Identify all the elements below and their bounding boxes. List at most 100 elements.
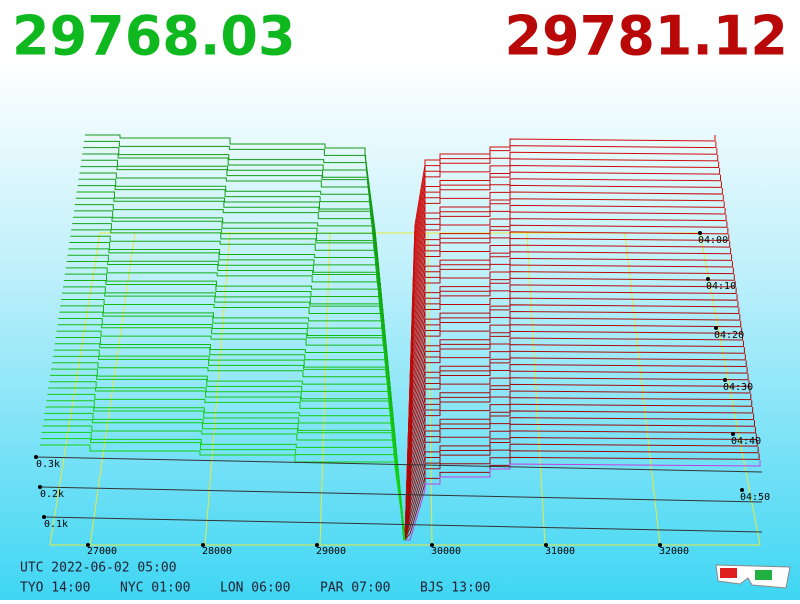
bid-depth-line (40, 438, 405, 541)
axis-dot (706, 277, 710, 281)
time-tick-label: 04:00 (698, 235, 728, 246)
zone-time: NYC 01:00 (120, 581, 190, 596)
ask-depth-line (404, 174, 722, 541)
ask-depth-line (404, 221, 728, 541)
bid-depth-line (47, 393, 405, 541)
ask-depth-line (404, 194, 724, 541)
ask-depth-line (404, 181, 722, 541)
bid-depth-line (59, 311, 405, 541)
zone-time: TYO 14:00 (20, 581, 90, 596)
axis-dot (34, 455, 38, 459)
bid-depth-line (77, 185, 405, 541)
ask-depth-line (404, 135, 716, 541)
bid-depth-line (45, 406, 405, 541)
axis-dot (86, 543, 90, 547)
bid-depth-line (50, 374, 405, 541)
ask-depth-line (404, 333, 744, 541)
ask-depth-line (404, 294, 738, 541)
ask-depth-line (404, 280, 736, 541)
axis-dot (315, 543, 319, 547)
time-tick-label: 04:40 (731, 436, 761, 447)
utc-time: UTC 2022-06-02 05:00 (20, 561, 177, 576)
ask-depth-line (404, 307, 740, 541)
time-tick-label: 04:20 (714, 330, 744, 341)
bid-depth-line (73, 216, 405, 541)
ask-depth-line (404, 168, 721, 541)
ask-depth-line (404, 214, 727, 541)
ask-depth-line (404, 188, 723, 541)
depth-tick-label: 0.1k (44, 519, 68, 530)
axis-dot (42, 515, 46, 519)
bid-depth-line (82, 153, 405, 541)
ask-depth-line (404, 420, 755, 541)
bid-depth-line (74, 204, 405, 541)
bid-depth-line (63, 280, 405, 541)
axis-dot (430, 543, 434, 547)
ask-price: 29781.12 (504, 5, 788, 68)
price-tick-label: 32000 (659, 546, 689, 557)
ask-depth-line (404, 161, 720, 541)
ask-depth-line (404, 340, 744, 541)
depth-tick-label: 0.2k (40, 489, 64, 500)
ask-depth-line (404, 380, 750, 541)
ask-depth-line (404, 234, 730, 541)
ask-depth-line (404, 327, 743, 541)
price-tick-label: 28000 (202, 546, 232, 557)
ask-depth-line (404, 320, 742, 541)
depth-baselines (35, 456, 763, 533)
axis-dot (723, 378, 727, 382)
bid-depth-line (56, 330, 405, 541)
ask-depth-line (404, 446, 759, 541)
axis-dot (201, 543, 205, 547)
ask-depth-line (404, 148, 718, 541)
bid-depth-line (79, 172, 405, 541)
axis-dot (544, 543, 548, 547)
ask-depth-line (404, 373, 749, 541)
ask-depth-line (404, 247, 732, 541)
axis-dot (714, 326, 718, 330)
axis-dot (731, 432, 735, 436)
bid-depth-line (84, 140, 405, 541)
depth-tick-label: 0.3k (36, 459, 60, 470)
ask-depth-line (404, 433, 757, 541)
ask-depth-line (404, 347, 745, 541)
bid-price: 29768.03 (12, 5, 296, 68)
time-tick-label: 04:50 (740, 492, 770, 503)
zone-time: BJS 13:00 (420, 581, 490, 596)
price-tick-label: 29000 (316, 546, 346, 557)
ask-depth-line (404, 353, 746, 541)
ask-depth-line (404, 440, 758, 541)
price-tick-label: 30000 (431, 546, 461, 557)
ask-depth-line (404, 141, 717, 541)
ask-depth-line (404, 207, 726, 541)
depth-lines (40, 134, 761, 541)
ask-depth-line (405, 460, 761, 541)
ask-depth-line (404, 154, 719, 541)
bid-depth-line (40, 444, 406, 541)
bid-depth-line (68, 248, 405, 541)
ask-depth-line (404, 400, 753, 541)
ask-depth-line (404, 274, 735, 541)
ask-depth-line (404, 287, 737, 541)
ask-depth-line (404, 367, 748, 541)
ask-depth-line (404, 314, 741, 541)
ask-depth-line (404, 387, 751, 541)
ask-depth-line (404, 241, 731, 541)
ask-depth-line (404, 267, 734, 541)
zone-time: PAR 07:00 (320, 581, 390, 596)
time-tick-label: 04:10 (706, 281, 736, 292)
axis-dot (38, 485, 42, 489)
ask-depth-line (404, 453, 760, 541)
bid-depth-line (65, 267, 405, 541)
ask-depth-line (404, 254, 733, 541)
ask-depth-line (404, 393, 752, 541)
bid-depth-line (61, 298, 405, 541)
axis-dot (698, 231, 702, 235)
bid-depth-line (70, 235, 405, 541)
axis-dot (740, 488, 744, 492)
ask-depth-line (404, 227, 729, 541)
ask-depth-line (404, 406, 754, 541)
3d-glasses[interactable] (715, 564, 791, 589)
bid-depth-line (42, 425, 405, 541)
